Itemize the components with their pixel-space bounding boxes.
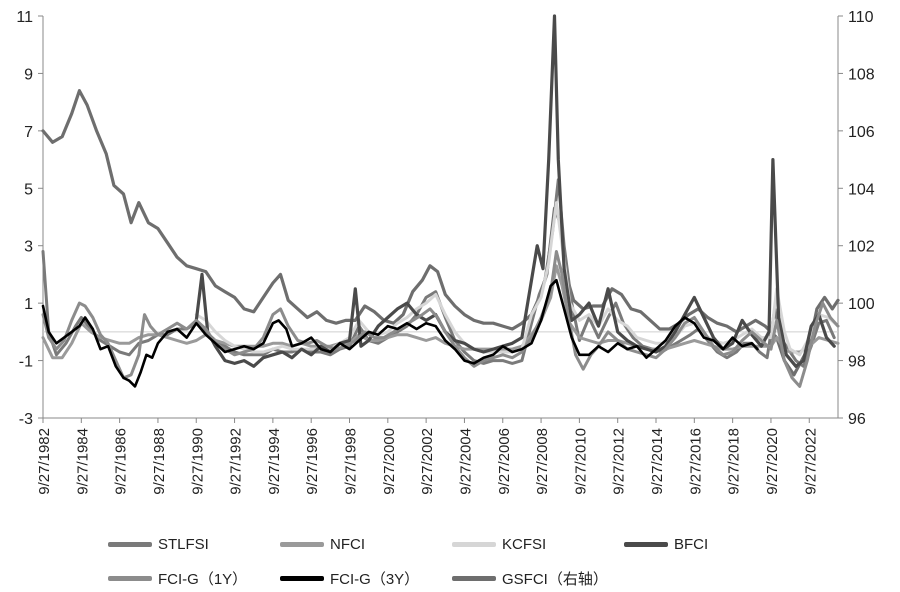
series-line-5	[41, 250, 840, 388]
x-tick-label: 9/27/2012	[611, 428, 628, 495]
x-tick-label: 9/27/1994	[266, 428, 283, 495]
x-tick-label: 9/27/2016	[687, 428, 704, 495]
y-right-tick-label: 108	[848, 66, 875, 83]
legend-swatch	[108, 542, 152, 547]
x-tick-label: 9/27/1992	[228, 428, 245, 495]
y-left-tick-label: -3	[19, 411, 33, 428]
x-tick-label: 9/27/1998	[343, 428, 360, 495]
x-tick-label: 9/27/2002	[419, 428, 436, 495]
legend-swatch	[624, 542, 668, 547]
y-left-tick-label: 9	[24, 66, 33, 83]
legend-swatch	[280, 542, 324, 547]
legend-item: FCI-G（3Y）	[280, 568, 419, 589]
x-tick-label: 9/27/2010	[572, 428, 589, 495]
x-tick-label: 9/27/2018	[726, 428, 743, 495]
y-right-tick-label: 98	[848, 354, 866, 371]
series-line-3	[194, 201, 840, 357]
legend-label: STLFSI	[158, 536, 209, 553]
y-right-tick-label: 96	[848, 411, 866, 428]
legend-label: FCI-G（3Y）	[330, 571, 420, 588]
legend-item: FCI-G（1Y）	[108, 568, 247, 589]
legend-label: BFCI	[674, 536, 709, 553]
x-tick-label: 9/27/2006	[496, 428, 513, 495]
legend-label: FCI-G（1Y）	[158, 571, 248, 588]
legend-swatch	[452, 542, 496, 547]
y-left-tick-label: 11	[16, 9, 33, 26]
x-tick-label: 9/27/2014	[649, 428, 666, 495]
x-tick-label: 9/27/1988	[151, 428, 168, 495]
legend-swatch	[280, 576, 324, 581]
x-tick-label: 9/27/2000	[381, 428, 398, 495]
x-tick-label: 9/27/2022	[802, 428, 819, 495]
y-left-tick-label: 5	[24, 181, 33, 198]
legend-item: NFCI	[280, 536, 365, 553]
y-left-tick-label: 7	[24, 124, 33, 141]
x-tick-label: 9/27/1996	[304, 428, 321, 495]
series-line-0	[41, 89, 840, 377]
x-tick-label: 9/27/2008	[534, 428, 551, 495]
legend-swatch	[452, 576, 496, 581]
x-tick-label: 9/27/1984	[74, 428, 91, 495]
y-left-tick-label: 3	[24, 239, 33, 256]
legend-item: GSFCI（右轴）	[452, 568, 608, 589]
y-right-tick-label: 104	[848, 181, 875, 198]
y-right-tick-label: 102	[848, 239, 875, 256]
x-tick-label: 9/27/1990	[189, 428, 206, 495]
legend-swatch	[108, 576, 152, 581]
y-left-tick-label: 1	[24, 296, 33, 313]
legend-label: NFCI	[330, 536, 365, 553]
x-tick-label: 9/27/1982	[36, 428, 53, 495]
x-tick-label: 9/27/1986	[113, 428, 130, 495]
chart-svg: -3 -1 1 3 5 7 9 11 96 98 100 102 104 106 108 110 9/27/19…	[16, 9, 875, 495]
legend-item: KCFSI	[452, 536, 546, 553]
series-line-4	[194, 14, 836, 368]
legend: STLFSI NFCI KCFSI BFCI FCI-G（1Y） FCI-G（3Y） GSF…	[0, 530, 900, 592]
y-right-tick-label: 110	[848, 9, 874, 26]
y-left-tick-label: -1	[19, 354, 33, 371]
series-line-6	[41, 278, 759, 388]
x-tick-label: 9/27/2020	[764, 428, 781, 495]
x-tick-label: 9/27/2004	[457, 428, 474, 495]
legend-item: STLFSI	[108, 536, 209, 553]
legend-item: BFCI	[624, 536, 708, 553]
y-right-tick-label: 106	[848, 124, 875, 141]
y-right-tick-label: 100	[848, 296, 875, 313]
legend-label: GSFCI（右轴）	[502, 571, 608, 588]
legend-label: KCFSI	[502, 536, 547, 553]
